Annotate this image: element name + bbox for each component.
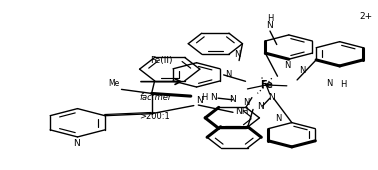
Text: N: N: [226, 70, 232, 79]
Text: 2+: 2+: [359, 12, 373, 21]
Text: NH: NH: [235, 107, 249, 116]
Text: N: N: [229, 95, 236, 104]
Text: N: N: [73, 139, 80, 148]
Text: H: H: [201, 93, 208, 102]
Text: N: N: [327, 79, 333, 88]
Text: N: N: [266, 21, 273, 30]
Text: H: H: [267, 14, 273, 23]
Text: >200:1: >200:1: [139, 112, 170, 121]
Text: Fe: Fe: [260, 80, 273, 90]
Text: N: N: [275, 114, 282, 123]
Text: N: N: [234, 50, 240, 59]
Text: N: N: [196, 96, 203, 105]
Text: N: N: [284, 61, 290, 70]
Text: Me: Me: [108, 79, 119, 88]
Text: N: N: [211, 93, 217, 102]
Text: fac:mer: fac:mer: [139, 94, 172, 103]
Text: Fe(II): Fe(II): [150, 56, 173, 65]
Text: N: N: [299, 66, 306, 75]
Text: H: H: [340, 80, 346, 89]
Text: N: N: [257, 102, 264, 111]
Text: N: N: [243, 98, 249, 107]
Text: N: N: [268, 93, 275, 102]
